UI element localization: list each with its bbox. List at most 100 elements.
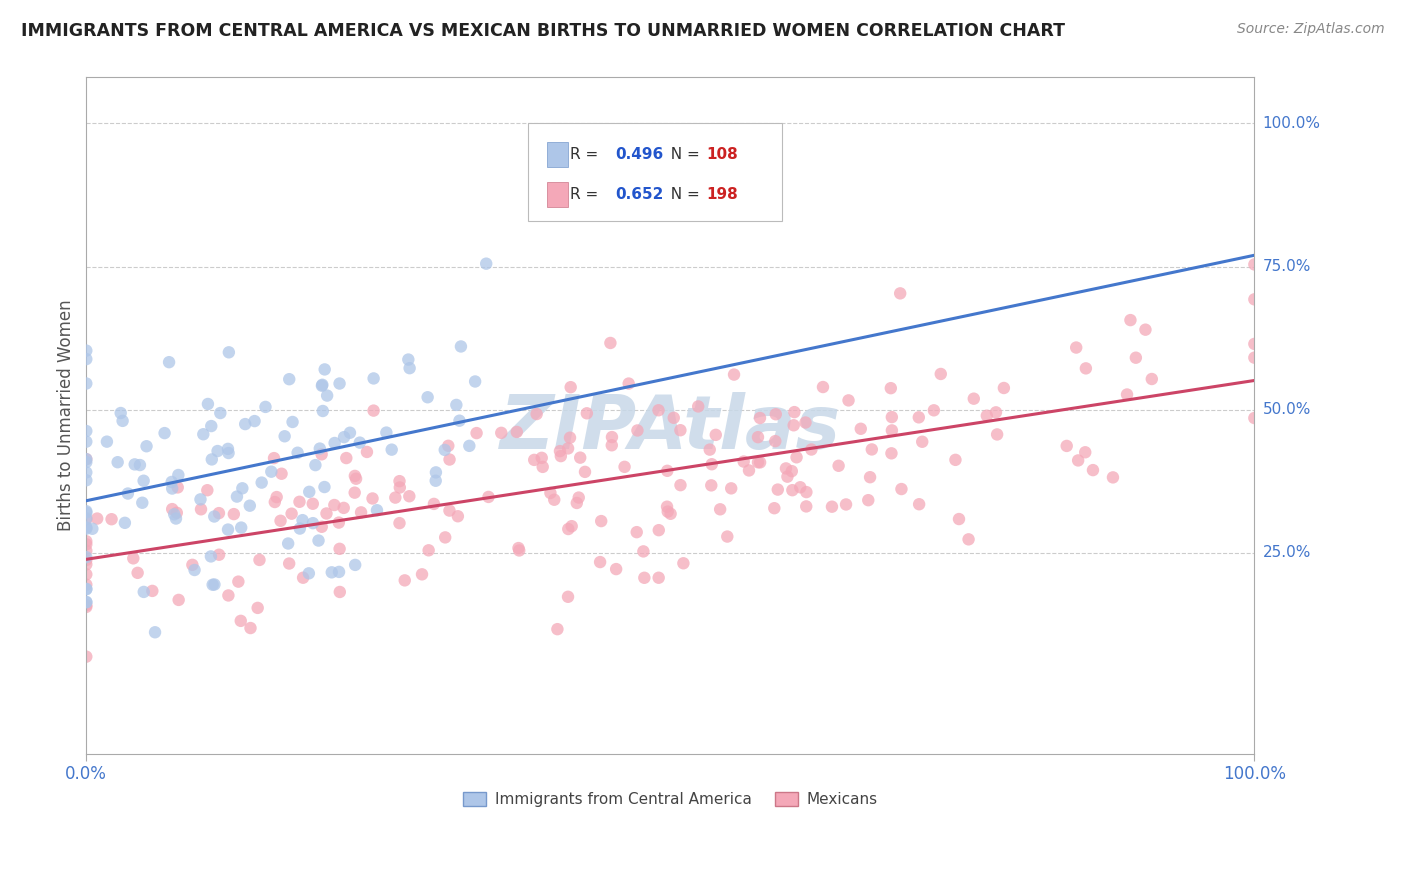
Point	[157, 355, 180, 369]
Point	[229, 614, 252, 628]
Point	[508, 541, 530, 555]
Point	[316, 388, 339, 402]
Point	[704, 427, 727, 442]
Point	[1067, 453, 1090, 467]
Point	[301, 497, 323, 511]
Point	[202, 509, 225, 524]
Point	[765, 407, 787, 421]
Point	[231, 520, 253, 534]
Y-axis label: Births to Unmarried Women: Births to Unmarried Women	[58, 300, 75, 532]
Point	[523, 453, 546, 467]
Point	[280, 507, 302, 521]
Point	[465, 426, 488, 441]
Point	[782, 483, 804, 498]
Point	[411, 567, 433, 582]
Point	[75, 582, 97, 596]
Point	[789, 480, 811, 494]
Point	[266, 490, 288, 504]
Point	[546, 622, 568, 636]
Point	[217, 589, 239, 603]
Point	[311, 378, 333, 392]
Text: N =: N =	[661, 187, 704, 202]
Point	[75, 473, 97, 487]
Point	[439, 452, 461, 467]
Point	[86, 511, 108, 525]
Point	[201, 452, 224, 467]
Point	[75, 553, 97, 567]
Point	[302, 516, 325, 530]
Point	[217, 523, 239, 537]
Point	[1116, 387, 1139, 401]
Point	[107, 455, 129, 469]
Point	[75, 598, 97, 612]
Point	[794, 416, 817, 430]
Point	[394, 574, 416, 588]
Point	[75, 522, 97, 536]
Point	[135, 439, 157, 453]
Point	[311, 447, 333, 461]
Point	[543, 492, 565, 507]
Point	[1140, 372, 1163, 386]
Point	[1102, 470, 1125, 484]
Point	[907, 410, 929, 425]
Point	[75, 424, 97, 438]
Point	[308, 533, 330, 548]
Point	[827, 458, 849, 473]
Point	[195, 483, 218, 498]
Point	[633, 544, 655, 558]
Text: 0.496: 0.496	[614, 147, 664, 162]
Point	[349, 435, 371, 450]
Point	[796, 485, 818, 500]
Point	[948, 512, 970, 526]
Point	[75, 595, 97, 609]
Point	[1119, 313, 1142, 327]
Point	[437, 439, 460, 453]
Point	[569, 450, 592, 465]
Point	[458, 439, 481, 453]
Point	[1243, 411, 1265, 425]
Point	[626, 424, 648, 438]
Point	[311, 377, 333, 392]
Point	[384, 491, 406, 505]
Point	[508, 543, 530, 558]
Point	[1074, 361, 1097, 376]
Point	[821, 500, 844, 514]
Point	[794, 500, 817, 514]
Point	[122, 551, 145, 566]
Text: 25.0%: 25.0%	[1263, 546, 1310, 560]
Point	[716, 530, 738, 544]
Point	[775, 461, 797, 475]
Point	[669, 423, 692, 437]
Point	[141, 583, 163, 598]
Point	[963, 392, 986, 406]
Point	[908, 497, 931, 511]
Point	[270, 514, 292, 528]
Point	[396, 352, 419, 367]
Text: R =: R =	[569, 187, 603, 202]
Point	[780, 464, 803, 478]
Point	[260, 465, 283, 479]
Point	[333, 430, 356, 444]
Point	[669, 478, 692, 492]
Point	[75, 352, 97, 367]
Point	[849, 422, 872, 436]
Point	[749, 411, 772, 425]
Point	[766, 483, 789, 497]
Point	[110, 406, 132, 420]
Point	[82, 522, 104, 536]
Point	[75, 582, 97, 597]
Point	[591, 514, 613, 528]
Point	[75, 512, 97, 526]
Point	[344, 472, 367, 486]
Point	[800, 442, 823, 457]
Point	[626, 525, 648, 540]
Point	[163, 508, 186, 522]
Text: IMMIGRANTS FROM CENTRAL AMERICA VS MEXICAN BIRTHS TO UNMARRIED WOMEN CORRELATION: IMMIGRANTS FROM CENTRAL AMERICA VS MEXIC…	[21, 22, 1066, 40]
Point	[277, 536, 299, 550]
Text: 198: 198	[706, 187, 738, 202]
Point	[1125, 351, 1147, 365]
Point	[243, 414, 266, 428]
Point	[655, 500, 678, 514]
Point	[657, 505, 679, 519]
Point	[250, 475, 273, 490]
